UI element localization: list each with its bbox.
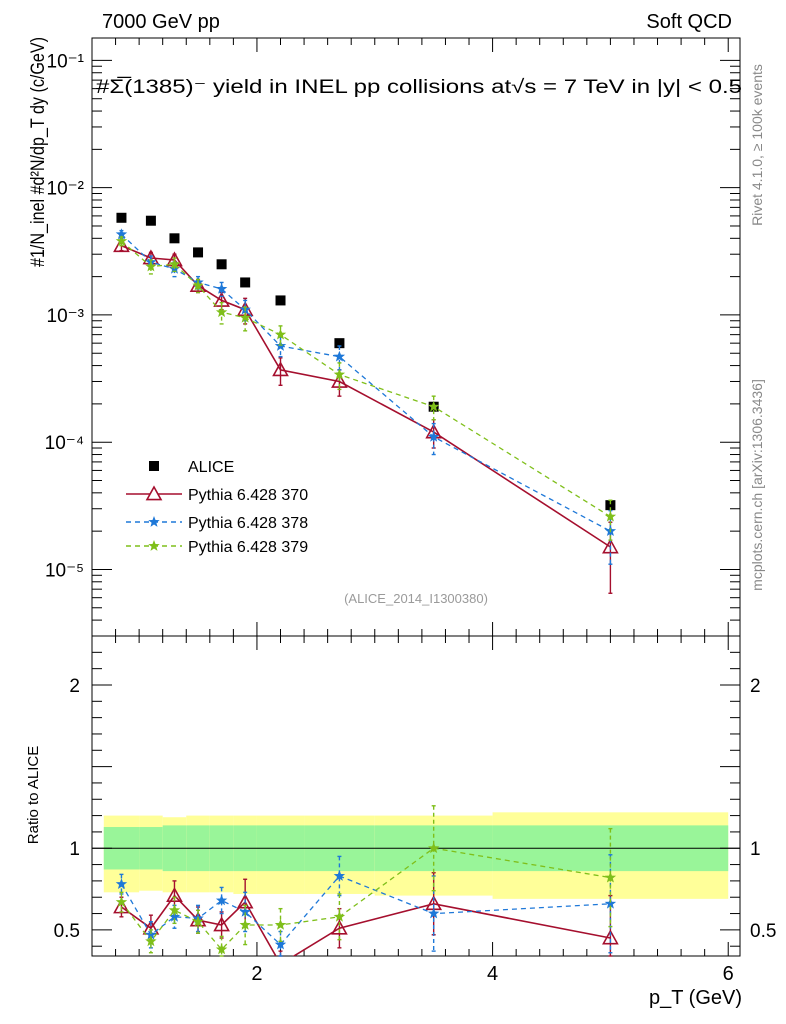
data-point-star: [115, 235, 128, 246]
data-point-triangle: [113, 898, 130, 914]
legend-label: Pythia 6.428 379: [188, 539, 308, 556]
y-tick-label: 2: [750, 676, 761, 697]
legend-item-p370: Pythia 6.428 370: [126, 485, 308, 504]
data-point-star: [192, 915, 204, 927]
y-tick-label: 10⁻³: [47, 306, 85, 327]
plot-title: #Σ̅(1385)⁻ yield in INEL pp collisions a…: [96, 77, 742, 98]
data-point-star: [168, 258, 181, 270]
ratio-frame: [91, 635, 741, 957]
y-tick-label: 10⁻²: [47, 179, 85, 200]
data-point-triangle: [113, 237, 130, 253]
legend-marker: [149, 461, 159, 471]
rivet-version-label: Rivet 4.1.0, ≥ 100k events: [749, 64, 765, 226]
data-point-star: [274, 919, 287, 930]
data-point-star: [239, 311, 251, 323]
header-right: Soft QCD: [646, 11, 732, 33]
data-point-square: [169, 233, 180, 244]
data-point-star: [168, 904, 181, 916]
series-line: [120, 847, 611, 951]
x-tick-label: 6: [723, 963, 734, 985]
y-tick-label: 2: [69, 676, 80, 697]
data-point-square: [216, 259, 227, 270]
data-point-square: [334, 338, 345, 349]
data-point-star: [145, 935, 157, 947]
y-tick-label: 0.5: [54, 921, 80, 942]
legend-item-alice: ALICE: [149, 459, 234, 476]
legend: ALICE Pythia 6.428 370 Pythia 6.428 378 Pyt…: [126, 459, 308, 556]
data-point-star: [604, 871, 617, 883]
data-point-star: [239, 905, 251, 917]
ratio-uncertainty-bands: [103, 812, 729, 899]
analysis-id: (ALICE_2014_I1300380): [344, 591, 488, 606]
data-point-triangle: [213, 916, 230, 932]
series-p379-ratio: [115, 805, 617, 957]
legend-item-p379: Pythia 6.428 379: [126, 539, 308, 556]
data-point-star: [428, 400, 440, 412]
data-point-square: [275, 295, 286, 306]
data-point-star: [604, 510, 617, 522]
data-point-star: [215, 943, 228, 955]
data-point-star: [168, 910, 181, 922]
x-tick-label: 4: [487, 963, 498, 985]
legend-label: Pythia 6.428 378: [188, 515, 308, 532]
data-point-star: [145, 260, 157, 272]
legend-label: Pythia 6.428 370: [188, 487, 308, 504]
data-point-star: [215, 306, 228, 318]
y-tick-label: 10⁻¹: [47, 51, 85, 72]
legend-item-p378: Pythia 6.428 378: [126, 515, 308, 532]
series-line: [120, 875, 611, 946]
data-point-star: [274, 328, 287, 340]
data-point-star: [215, 894, 228, 906]
data-point-square: [605, 500, 616, 511]
data-point-star: [428, 907, 440, 919]
y-axis-label-main: #1/N_inel #d²N/dp_T dy (c/GeV): [28, 37, 49, 267]
data-point-triangle: [331, 919, 348, 935]
y-tick-label: 0.5: [750, 921, 776, 942]
x-axis-label: p_T (GeV): [649, 987, 742, 1009]
y-tick-label: 10⁻⁵: [45, 560, 84, 581]
data-point-star: [115, 896, 128, 907]
data-point-square: [240, 277, 251, 288]
legend-marker: [148, 540, 160, 551]
data-point-square: [145, 215, 156, 226]
data-point-star: [333, 910, 346, 922]
series-line: [121, 894, 611, 956]
series-line: [121, 244, 611, 548]
legend-marker: [148, 516, 160, 527]
data-point-star: [604, 897, 617, 909]
legend-label: ALICE: [188, 459, 234, 476]
y-tick-label: 1: [69, 839, 80, 860]
data-point-star: [145, 928, 157, 940]
header-left: 7000 GeV pp: [102, 11, 220, 33]
data-point-triangle: [602, 929, 619, 945]
data-point-star: [274, 938, 287, 950]
data-point-star: [239, 919, 251, 930]
data-point-square: [116, 212, 127, 223]
data-point-star: [333, 350, 346, 362]
data-point-star: [333, 368, 346, 380]
y-tick-label: 1: [750, 839, 761, 860]
data-point-star: [428, 430, 440, 442]
series-p379-main: [115, 235, 617, 541]
data-point-star: [333, 870, 346, 881]
data-point-star: [428, 842, 440, 854]
data-point-triangle: [272, 361, 289, 377]
data-point-star: [115, 878, 128, 889]
mcplots-label: mcplots.cern.ch [arXiv:1306.3436]: [749, 379, 765, 591]
legend-marker: [145, 485, 163, 501]
data-point-star: [215, 283, 228, 294]
x-tick-label: 2: [251, 963, 262, 985]
data-point-star: [115, 228, 128, 240]
data-point-square: [193, 247, 204, 258]
y-tick-label: 10⁻⁴: [45, 433, 84, 454]
data-point-star: [192, 279, 204, 291]
y-axis-label-ratio: Ratio to ALICE: [25, 746, 42, 844]
